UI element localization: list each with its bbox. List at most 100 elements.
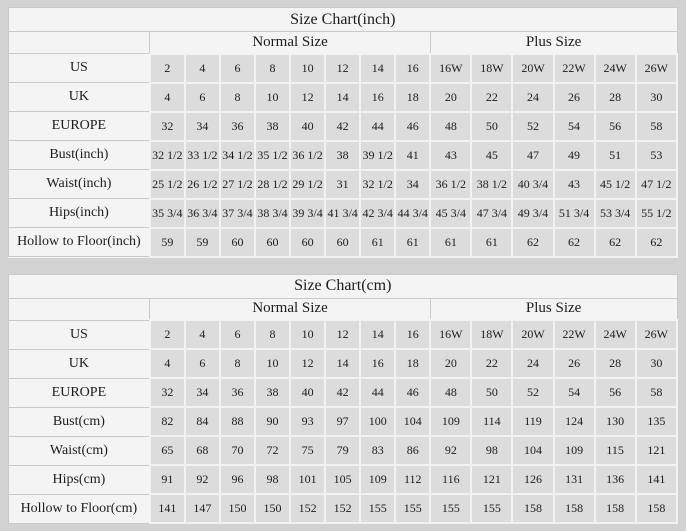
size-value-cell: 60 (289, 226, 327, 258)
size-value-cell: 83 (359, 435, 397, 466)
size-value-cell: 38 (253, 110, 292, 142)
size-value-cell: 49 3/4 (511, 197, 555, 229)
size-value-cell: 62 (634, 226, 679, 258)
size-value-cell: 34 (394, 168, 432, 200)
size-value-cell: 6 (218, 319, 256, 350)
table-row: Hollow to Floor(inch) 59 59 60 60 60 60 61 61 61 6… (7, 226, 679, 258)
size-value-cell: 62 (593, 226, 637, 258)
size-value-cell: 68 (183, 435, 221, 466)
size-value-cell: 53 (634, 139, 679, 171)
size-value-cell: 104 (394, 406, 432, 437)
size-value-cell: 34 1/2 (218, 139, 256, 171)
size-value-cell: 152 (289, 493, 327, 524)
size-value-cell: 39 3/4 (289, 197, 327, 229)
size-value-cell: 51 (593, 139, 637, 171)
table-title: Size Chart(inch) (8, 7, 678, 32)
size-value-cell: 55 1/2 (634, 197, 679, 229)
size-value-cell: 38 (324, 139, 362, 171)
size-value-cell: 152 (324, 493, 362, 524)
size-value-cell: 39 1/2 (359, 139, 397, 171)
size-group-header-row: Normal Size Plus Size (7, 31, 678, 54)
size-value-cell: 98 (470, 435, 514, 466)
size-value-cell: 40 3/4 (511, 168, 555, 200)
size-value-cell: 61 (394, 226, 432, 258)
size-value-cell: 42 3/4 (359, 197, 397, 229)
size-value-cell: 24W (593, 319, 637, 350)
table-row: Waist(inch) 25 1/2 26 1/2 27 1/2 28 1/2 29 1/… (7, 168, 679, 200)
table-row: Hollow to Floor(cm) 141 147 150 150 152 152 155… (7, 493, 679, 524)
size-value-cell: 40 (289, 110, 327, 142)
normal-size-header: Normal Size (149, 297, 431, 321)
size-value-cell: 25 1/2 (148, 168, 186, 200)
size-value-cell: 43 (429, 139, 473, 171)
size-value-cell: 158 (593, 493, 637, 524)
size-value-cell: 8 (218, 348, 256, 379)
size-value-cell: 16 (359, 348, 397, 379)
size-value-cell: 20W (511, 52, 555, 84)
size-value-cell: 6 (183, 81, 221, 113)
size-value-cell: 91 (148, 464, 186, 495)
size-value-cell: 59 (148, 226, 186, 258)
size-value-cell: 84 (183, 406, 221, 437)
size-chart-inch-table: Size Chart(inch) Normal Size Plus Size U… (7, 7, 679, 258)
size-value-cell: 58 (634, 377, 679, 408)
size-value-cell: 43 (552, 168, 596, 200)
size-value-cell: 130 (593, 406, 637, 437)
size-value-cell: 61 (470, 226, 514, 258)
size-value-cell: 24 (511, 81, 555, 113)
size-value-cell: 16W (429, 319, 473, 350)
size-value-cell: 44 3/4 (394, 197, 432, 229)
size-value-cell: 131 (552, 464, 596, 495)
size-value-cell: 65 (148, 435, 186, 466)
row-label: Hollow to Floor(cm) (7, 493, 151, 524)
size-value-cell: 155 (394, 493, 432, 524)
size-value-cell: 45 (470, 139, 514, 171)
size-value-cell: 4 (183, 52, 221, 84)
size-value-cell: 90 (253, 406, 292, 437)
size-value-cell: 26 (552, 81, 596, 113)
empty-corner-cell (7, 297, 151, 321)
size-value-cell: 155 (429, 493, 473, 524)
table-row: Waist(cm) 65 68 70 72 75 79 83 86 92 98 104 109 115 12… (7, 435, 679, 466)
table-row: UK 4 6 8 10 12 14 16 18 20 22 24 26 28 30 (7, 81, 679, 113)
size-value-cell: 121 (470, 464, 514, 495)
row-label: Hips(cm) (7, 464, 151, 495)
size-value-cell: 158 (552, 493, 596, 524)
size-value-cell: 98 (253, 464, 292, 495)
size-value-cell: 36 (218, 110, 256, 142)
table-title: Size Chart(cm) (8, 273, 678, 299)
size-value-cell: 8 (253, 319, 292, 350)
size-value-cell: 40 (289, 377, 327, 408)
size-value-cell: 109 (429, 406, 473, 437)
size-value-cell: 8 (218, 81, 256, 113)
size-value-cell: 35 1/2 (253, 139, 292, 171)
size-value-cell: 30 (634, 81, 679, 113)
size-value-cell: 45 3/4 (429, 197, 473, 229)
size-value-cell: 8 (253, 52, 292, 84)
size-value-cell: 18W (470, 52, 514, 84)
normal-size-header: Normal Size (149, 31, 431, 54)
size-value-cell: 72 (253, 435, 292, 466)
size-value-cell: 22W (552, 52, 596, 84)
size-value-cell: 46 (394, 377, 432, 408)
table-row: EUROPE 32 34 36 38 40 42 44 46 48 50 52 54 56 58 (7, 110, 679, 142)
size-value-cell: 14 (324, 81, 362, 113)
size-value-cell: 50 (470, 110, 514, 142)
size-value-cell: 22 (470, 81, 514, 113)
size-value-cell: 26W (634, 319, 679, 350)
size-value-cell: 104 (511, 435, 555, 466)
size-chart-inch-body: US 2 4 6 8 10 12 14 16 16W 18W 20W 22W 24W 26W UK 4 6 8 10 1… (7, 52, 679, 258)
size-value-cell: 14 (324, 348, 362, 379)
size-value-cell: 26 (552, 348, 596, 379)
size-value-cell: 53 3/4 (593, 197, 637, 229)
table-row: UK 4 6 8 10 12 14 16 18 20 22 24 26 28 30 (7, 348, 679, 379)
row-label: Bust(cm) (7, 406, 151, 437)
size-value-cell: 79 (324, 435, 362, 466)
size-value-cell: 37 3/4 (218, 197, 256, 229)
size-value-cell: 24W (593, 52, 637, 84)
row-label: Waist(inch) (7, 169, 151, 199)
size-value-cell: 29 1/2 (289, 168, 327, 200)
size-value-cell: 92 (183, 464, 221, 495)
size-value-cell: 4 (148, 348, 186, 379)
size-value-cell: 28 (593, 348, 637, 379)
